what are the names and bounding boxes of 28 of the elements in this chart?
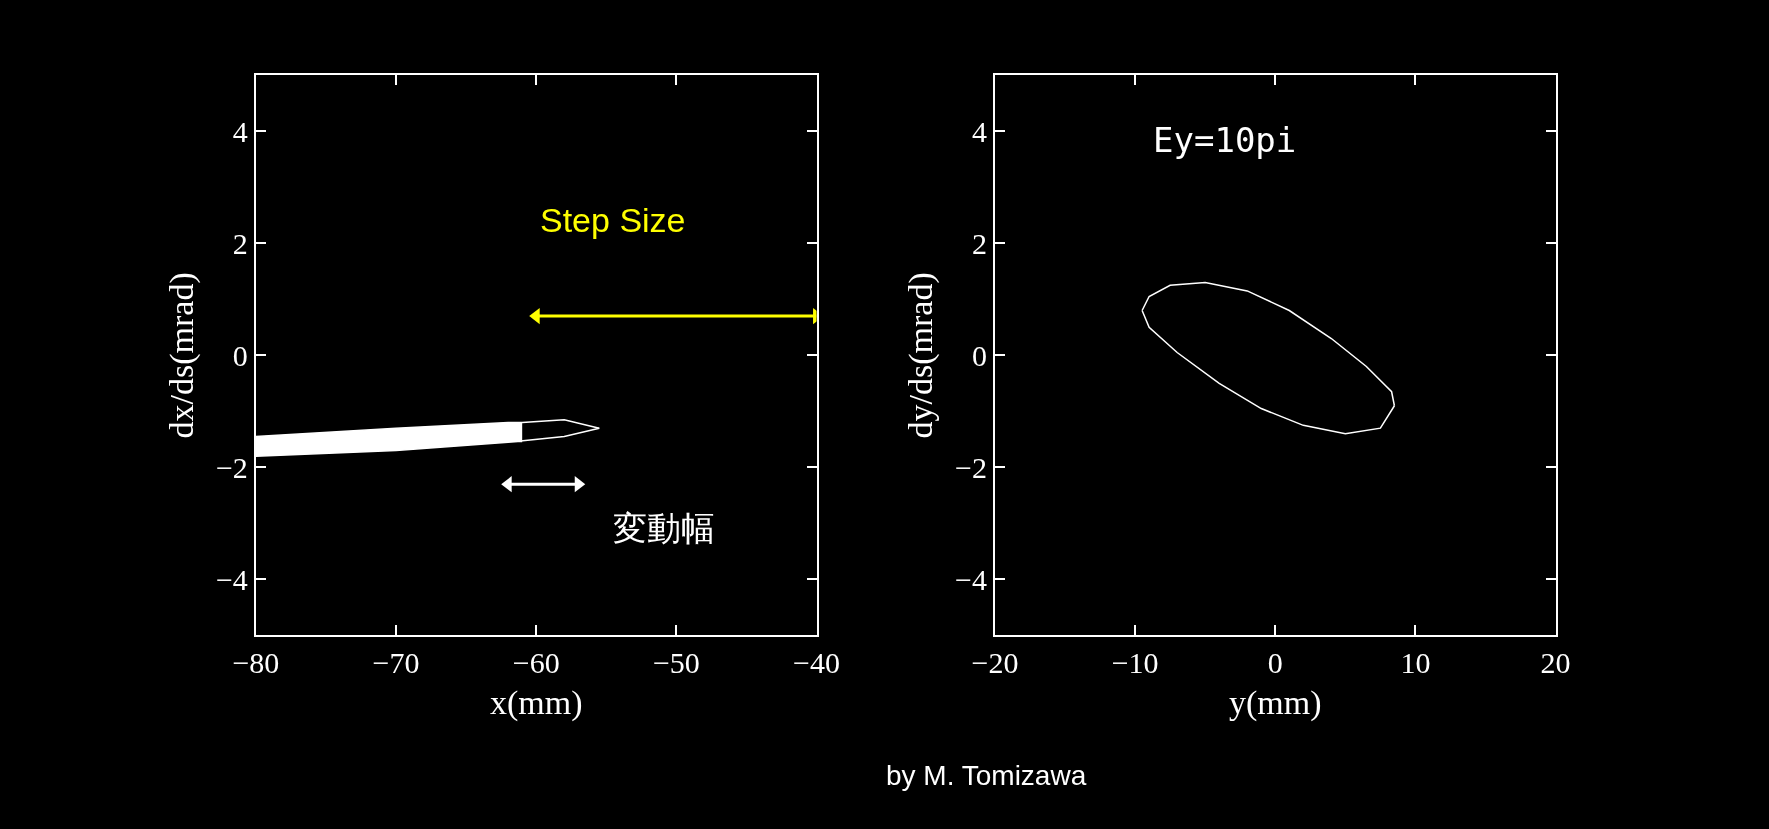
x-tick-label: 10 bbox=[1400, 646, 1431, 680]
x-tick-label: −70 bbox=[372, 646, 420, 680]
x-tick-label: −20 bbox=[971, 646, 1019, 680]
y-tick-label: 4 bbox=[971, 114, 987, 148]
x-tick-label: −40 bbox=[793, 646, 840, 680]
annotation: Ey=10pi bbox=[1153, 120, 1297, 160]
x-tick-label: −80 bbox=[232, 646, 280, 680]
y-tick-label: −4 bbox=[955, 562, 987, 596]
y-tick-label: −4 bbox=[215, 562, 248, 596]
y-tick-label: −2 bbox=[955, 450, 987, 484]
x-axis-title: x(mm) bbox=[489, 684, 583, 723]
y-tick-label: −2 bbox=[215, 450, 248, 484]
y-tick-label: 2 bbox=[971, 226, 987, 260]
text: by M. Tomizawa bbox=[886, 760, 1087, 791]
x-tick-label: 20 bbox=[1540, 646, 1571, 680]
x-tick-label: −60 bbox=[512, 646, 560, 680]
x-tick-label: 0 bbox=[1267, 646, 1283, 680]
y-axis-title: dy/ds(mrad) bbox=[902, 272, 941, 439]
y-tick-label: 4 bbox=[232, 114, 248, 148]
x-axis-title: y(mm) bbox=[1229, 684, 1322, 723]
y-tick-label: 0 bbox=[232, 338, 248, 372]
x-tick-label: −50 bbox=[652, 646, 700, 680]
annotation: 変動幅 bbox=[613, 509, 715, 547]
y-axis-title: dx/ds(mrad) bbox=[163, 272, 202, 439]
y-tick-label: 2 bbox=[232, 226, 248, 260]
y-tick-label: 0 bbox=[971, 338, 987, 372]
x-tick-label: −10 bbox=[1111, 646, 1159, 680]
annotation: Step Size bbox=[540, 201, 686, 239]
